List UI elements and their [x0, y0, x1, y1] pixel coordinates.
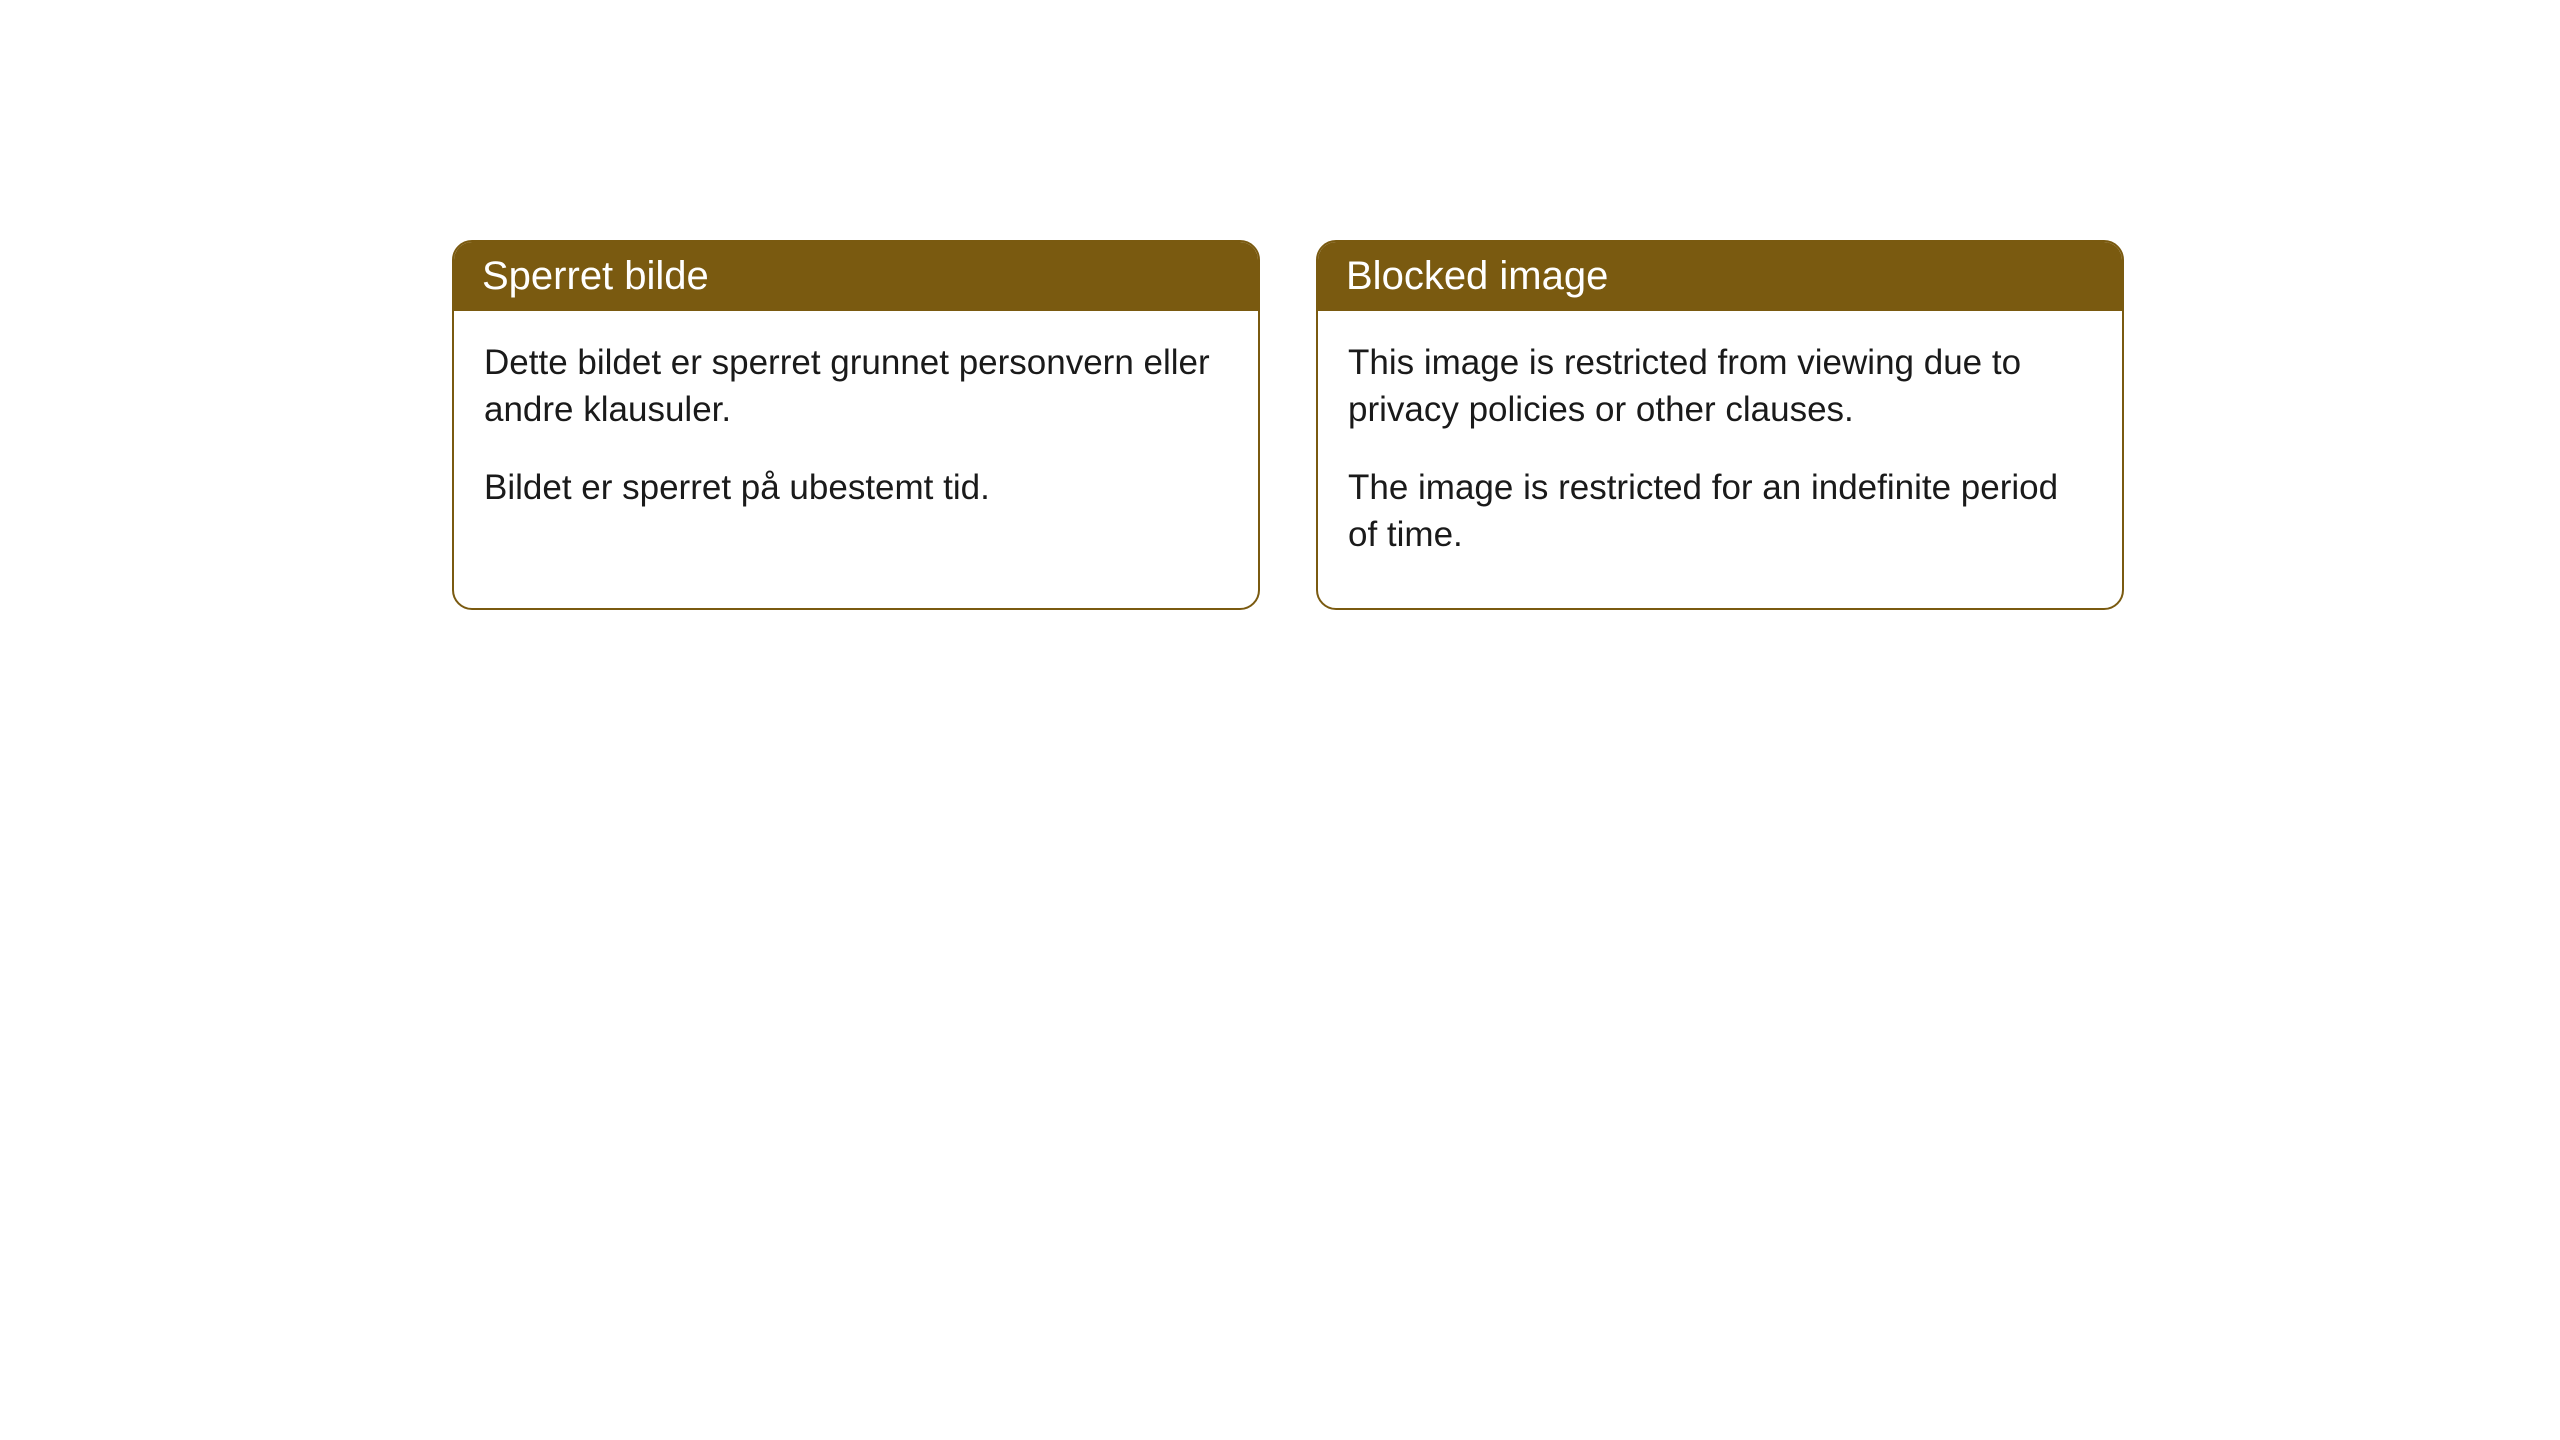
notice-card-norwegian: Sperret bilde Dette bildet er sperret gr… — [452, 240, 1260, 610]
notice-card-english: Blocked image This image is restricted f… — [1316, 240, 2124, 610]
card-paragraph: Bildet er sperret på ubestemt tid. — [484, 464, 1228, 511]
card-title: Sperret bilde — [482, 254, 709, 298]
card-paragraph: The image is restricted for an indefinit… — [1348, 464, 2092, 559]
card-header: Blocked image — [1318, 242, 2122, 311]
card-title: Blocked image — [1346, 254, 1608, 298]
card-body: Dette bildet er sperret grunnet personve… — [454, 311, 1258, 561]
card-header: Sperret bilde — [454, 242, 1258, 311]
card-paragraph: This image is restricted from viewing du… — [1348, 339, 2092, 434]
card-body: This image is restricted from viewing du… — [1318, 311, 2122, 608]
card-paragraph: Dette bildet er sperret grunnet personve… — [484, 339, 1228, 434]
notice-cards-container: Sperret bilde Dette bildet er sperret gr… — [452, 240, 2124, 610]
